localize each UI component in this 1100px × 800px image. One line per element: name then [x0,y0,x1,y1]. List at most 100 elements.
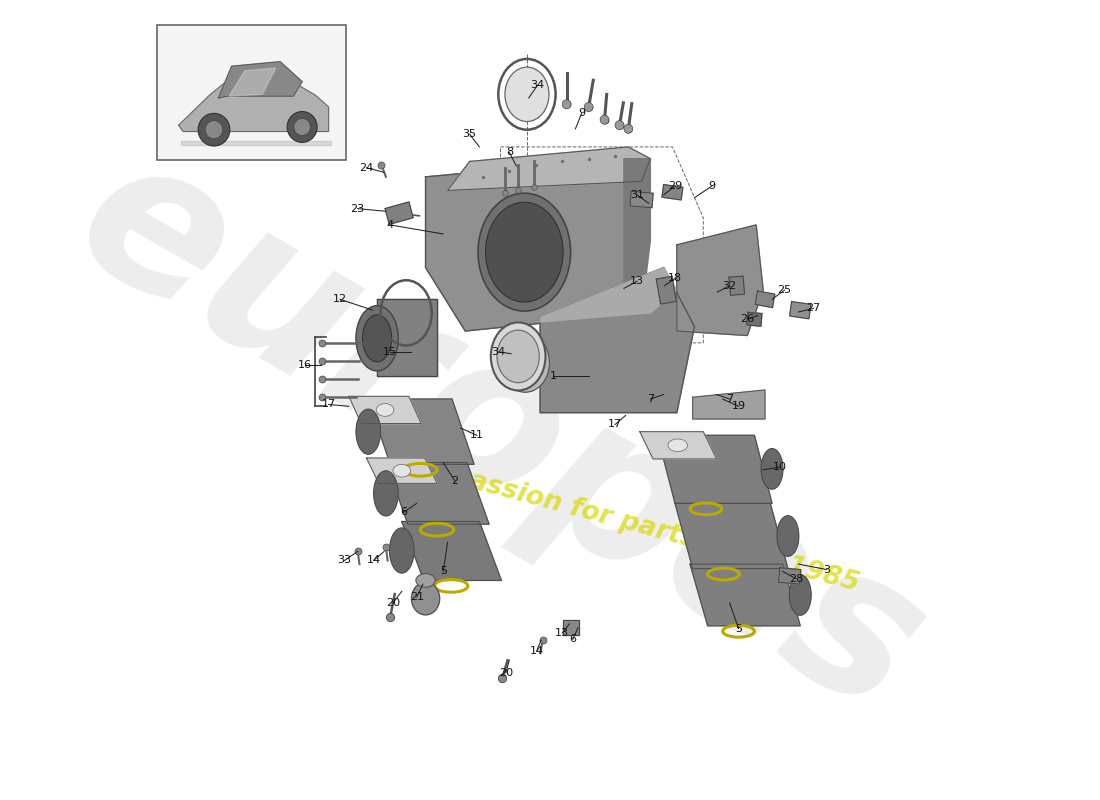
Ellipse shape [363,314,392,362]
Polygon shape [790,302,811,318]
Ellipse shape [389,528,414,573]
Text: 26: 26 [740,314,755,324]
Polygon shape [366,458,437,483]
Text: 28: 28 [789,574,803,584]
Text: 9: 9 [579,108,585,118]
Text: 17: 17 [321,399,336,410]
Text: 31: 31 [630,190,645,200]
Polygon shape [402,522,502,581]
Text: 18: 18 [668,274,682,283]
Ellipse shape [491,322,546,390]
Ellipse shape [478,193,571,311]
Text: 25: 25 [778,286,791,295]
Text: 34: 34 [492,347,506,357]
Polygon shape [662,185,683,200]
Polygon shape [385,202,414,224]
Ellipse shape [761,449,783,490]
Polygon shape [779,568,801,584]
Ellipse shape [374,470,398,516]
Circle shape [584,102,593,111]
Polygon shape [657,276,676,304]
Circle shape [624,124,632,134]
Text: 20: 20 [386,598,400,608]
Text: 24: 24 [360,162,374,173]
Text: a passion for parts since 1985: a passion for parts since 1985 [421,455,861,597]
Polygon shape [563,620,579,635]
Ellipse shape [411,582,440,615]
Ellipse shape [416,574,436,587]
Text: 5: 5 [735,623,743,634]
Circle shape [562,100,571,109]
Circle shape [294,118,310,135]
Text: 6: 6 [570,634,576,644]
Text: 3: 3 [823,565,830,574]
Polygon shape [690,564,801,626]
Polygon shape [377,299,437,376]
Text: 32: 32 [723,281,737,290]
Ellipse shape [497,330,539,382]
Polygon shape [676,225,763,335]
Polygon shape [756,291,774,307]
Ellipse shape [393,464,410,477]
Text: 35: 35 [463,130,476,139]
Text: 33: 33 [338,555,352,566]
Text: 6: 6 [400,507,407,518]
Text: 13: 13 [630,276,645,286]
Text: 7: 7 [647,394,653,404]
Text: 14: 14 [366,555,381,566]
Polygon shape [368,399,474,464]
Polygon shape [624,158,650,313]
Text: 13: 13 [556,628,569,638]
Ellipse shape [777,515,799,557]
Ellipse shape [505,67,549,122]
Text: 15: 15 [383,347,397,357]
Polygon shape [219,62,302,98]
Text: 20: 20 [498,668,513,678]
Text: 17: 17 [608,419,623,430]
Text: 19: 19 [732,402,746,411]
Polygon shape [540,267,694,413]
Text: 10: 10 [773,462,786,472]
Text: 12: 12 [333,294,348,304]
Text: 8: 8 [506,147,513,158]
Ellipse shape [376,403,394,416]
Polygon shape [747,312,762,326]
Circle shape [601,115,609,124]
Polygon shape [640,432,716,459]
Ellipse shape [789,574,812,615]
Text: 9: 9 [708,181,716,191]
Polygon shape [693,390,764,419]
Text: 16: 16 [298,359,311,370]
Polygon shape [675,503,788,569]
Ellipse shape [356,306,398,371]
Polygon shape [540,267,676,322]
Ellipse shape [500,334,549,392]
Ellipse shape [485,202,563,302]
Circle shape [206,121,222,138]
Polygon shape [658,435,772,503]
Text: 23: 23 [351,203,365,214]
Text: 29: 29 [668,181,682,191]
Circle shape [615,121,624,130]
Text: 11: 11 [470,430,484,440]
Ellipse shape [356,409,381,454]
Text: 7: 7 [726,394,734,404]
Polygon shape [630,191,653,208]
Text: 27: 27 [806,303,821,314]
Polygon shape [349,396,421,423]
Ellipse shape [507,341,542,385]
Bar [156,26,346,160]
Circle shape [287,111,317,142]
Text: europes: europes [45,114,956,756]
Circle shape [198,114,230,146]
Text: 34: 34 [530,80,544,90]
Text: 4: 4 [387,220,394,230]
Polygon shape [426,158,650,331]
Text: 21: 21 [409,592,424,602]
Ellipse shape [668,439,688,452]
Polygon shape [448,147,650,190]
Polygon shape [386,462,490,524]
Text: 5: 5 [440,566,447,576]
Text: 2: 2 [451,476,459,486]
Polygon shape [178,77,329,131]
